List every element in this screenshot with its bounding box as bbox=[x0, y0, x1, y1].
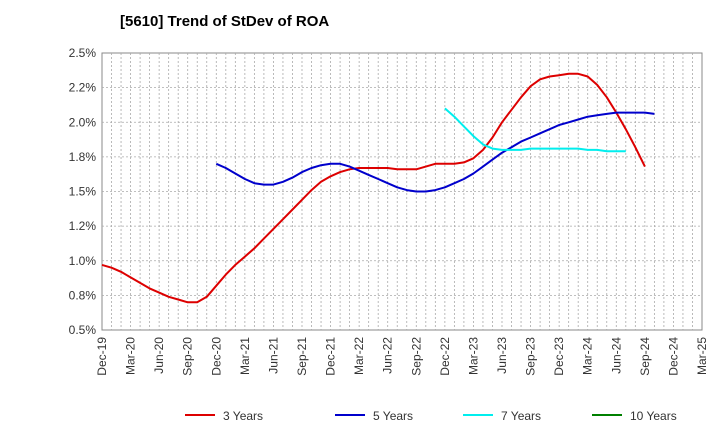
x-tick-label: Sep-21 bbox=[295, 337, 309, 376]
x-tick-label: Dec-21 bbox=[324, 337, 338, 376]
grid-lines bbox=[101, 52, 703, 331]
y-axis-labels: 0.5% 0.8% 1.0% 1.2% 1.5% 1.8% 2.0% 2.2% 2.5% bbox=[69, 46, 97, 337]
y-tick-label: 2.2% bbox=[69, 81, 97, 95]
legend-label: 3 Years bbox=[223, 409, 263, 423]
x-tick-label: Dec-24 bbox=[666, 337, 680, 376]
x-tick-label: Mar-20 bbox=[124, 337, 138, 375]
legend-item: 7 Years bbox=[463, 409, 541, 423]
x-tick-label: Mar-23 bbox=[466, 337, 480, 375]
series-line-3-years bbox=[101, 72, 646, 304]
y-tick-label: 1.8% bbox=[69, 150, 97, 164]
y-tick-label: 1.5% bbox=[69, 185, 97, 199]
legend-label: 7 Years bbox=[501, 409, 541, 423]
legend-item: 5 Years bbox=[335, 409, 413, 423]
y-tick-label: 0.5% bbox=[69, 323, 97, 337]
y-tick-label: 1.0% bbox=[69, 254, 97, 268]
y-tick-label: 1.2% bbox=[69, 219, 97, 233]
x-tick-label: Jun-22 bbox=[381, 337, 395, 374]
chart-title: [5610] Trend of StDev of ROA bbox=[120, 13, 330, 30]
x-tick-label: Jun-21 bbox=[266, 337, 280, 374]
x-tick-label: Dec-23 bbox=[552, 337, 566, 376]
legend-label: 5 Years bbox=[373, 409, 413, 423]
x-tick-label: Sep-24 bbox=[638, 337, 652, 376]
legend: 3 Years 5 Years 7 Years 10 Years bbox=[185, 409, 677, 423]
series-line-7-years bbox=[444, 107, 626, 153]
x-tick-label: Dec-22 bbox=[438, 337, 452, 376]
x-tick-label: Sep-20 bbox=[181, 337, 195, 376]
x-tick-label: Mar-21 bbox=[238, 337, 252, 375]
x-tick-label: Mar-25 bbox=[695, 337, 709, 375]
x-tick-label: Sep-23 bbox=[524, 337, 538, 376]
x-tick-label: Dec-19 bbox=[95, 337, 109, 376]
legend-label: 10 Years bbox=[630, 409, 677, 423]
y-tick-label: 2.5% bbox=[69, 46, 97, 60]
legend-item: 3 Years bbox=[185, 409, 263, 423]
x-axis-labels: Dec-19 Mar-20 Jun-20 Sep-20 Dec-20 Mar-21 Jun-… bbox=[95, 337, 709, 376]
series-lines bbox=[101, 72, 655, 304]
x-tick-label: Jun-24 bbox=[609, 337, 623, 374]
x-tick-label: Sep-22 bbox=[409, 337, 423, 376]
x-tick-label: Dec-20 bbox=[209, 337, 223, 376]
legend-item: 10 Years bbox=[592, 409, 677, 423]
x-tick-label: Jun-23 bbox=[495, 337, 509, 374]
series-line-5-years bbox=[215, 111, 655, 193]
y-tick-label: 0.8% bbox=[69, 288, 97, 302]
x-tick-label: Mar-24 bbox=[581, 337, 595, 375]
x-tick-label: Jun-20 bbox=[152, 337, 166, 374]
y-tick-label: 2.0% bbox=[69, 115, 97, 129]
x-tick-label: Mar-22 bbox=[352, 337, 366, 375]
